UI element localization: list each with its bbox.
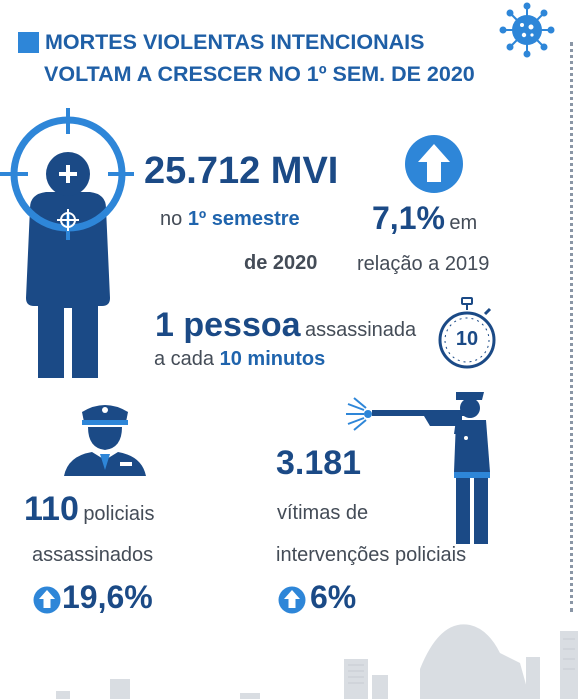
dotted-divider bbox=[570, 42, 577, 612]
change-suffix: em bbox=[449, 212, 478, 234]
frequency-line2: a cada 10 minutos bbox=[154, 349, 325, 369]
target-person-icon bbox=[0, 108, 134, 378]
virus-icon bbox=[499, 2, 555, 58]
headline-line1: MORTES VIOLENTAS INTENCIONAIS bbox=[45, 30, 425, 54]
arrow-up-circle-icon bbox=[405, 135, 463, 193]
arrow-up-circle-icon bbox=[33, 586, 61, 614]
interventions-count: 3.181 bbox=[276, 444, 362, 482]
police-count: 110 bbox=[24, 490, 79, 528]
police-officer-icon bbox=[64, 405, 146, 476]
interventions-label1: vítimas de bbox=[277, 502, 369, 524]
interventions-change: 6% bbox=[310, 579, 357, 615]
title-square-icon bbox=[18, 32, 39, 53]
frequency-big: 1 pessoa bbox=[155, 306, 301, 344]
mvi-period-prefix: no bbox=[160, 208, 183, 230]
stopwatch-label: 10 bbox=[455, 328, 479, 350]
frequency-word: assassinada bbox=[304, 319, 417, 341]
mvi-period: no 1º semestre bbox=[160, 209, 300, 229]
frequency-bold: 10 minutos bbox=[219, 348, 326, 370]
stopwatch-icon: 10 bbox=[436, 296, 498, 372]
police-label2: assassinados bbox=[32, 544, 154, 566]
headline-line2: VOLTAM A CRESCER NO 1º SEM. DE 2020 bbox=[44, 62, 475, 86]
mvi-period-bold: 1º semestre bbox=[187, 208, 300, 230]
police-label1: policiais bbox=[83, 503, 155, 525]
interventions-label2: intervenções policiais bbox=[276, 544, 467, 566]
police-line1: 110 policiais bbox=[24, 490, 154, 529]
change-ref: relação a 2019 bbox=[357, 253, 490, 275]
change-line: 7,1% em bbox=[372, 200, 477, 237]
frequency-prefix: a cada bbox=[154, 348, 215, 370]
mvi-total: 25.712 MVI bbox=[144, 150, 339, 192]
arrow-up-circle-icon bbox=[278, 586, 306, 614]
mvi-period-year: de 2020 bbox=[244, 252, 318, 274]
police-change: 19,6% bbox=[62, 579, 153, 615]
officer-shooting-icon bbox=[346, 392, 490, 544]
change-value: 7,1% bbox=[372, 200, 445, 236]
city-skyline-illustration bbox=[56, 624, 578, 699]
frequency-line1: 1 pessoa assassinada bbox=[155, 306, 416, 345]
